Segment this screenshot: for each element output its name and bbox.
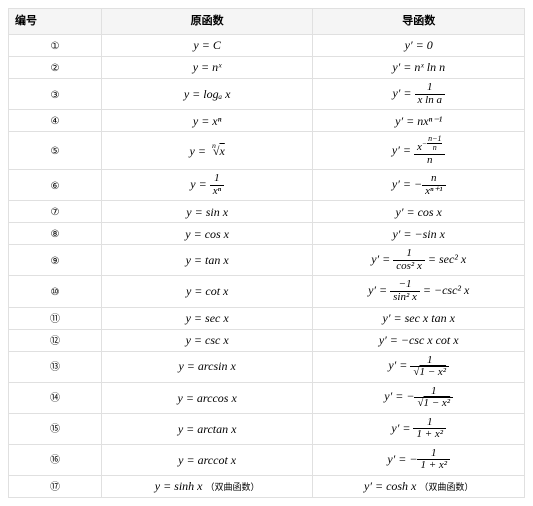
header-derivative: 导函数 bbox=[313, 9, 525, 35]
table-row: ⑦y = sin xy′ = cos x bbox=[9, 201, 525, 223]
derivative-function: y′ = 11 + x² bbox=[313, 413, 525, 444]
row-index: ⑤ bbox=[9, 132, 102, 170]
derivative-function: y′ = nxⁿ⁻¹ bbox=[313, 110, 525, 132]
original-function: y = arccot x bbox=[101, 444, 313, 475]
derivative-function: y′ = x−n−1nn bbox=[313, 132, 525, 170]
row-index: ⑪ bbox=[9, 307, 102, 329]
original-function: y = arcsin x bbox=[101, 351, 313, 382]
original-function: y = xⁿ bbox=[101, 110, 313, 132]
row-index: ⑦ bbox=[9, 201, 102, 223]
derivative-function: y′ = −csc x cot x bbox=[313, 329, 525, 351]
derivative-function: y′ = cos x bbox=[313, 201, 525, 223]
original-function: y = arccos x bbox=[101, 382, 313, 413]
table-row: ②y = nˣy′ = nˣ ln n bbox=[9, 57, 525, 79]
table-row: ⑰y = sinh x （双曲函数）y′ = cosh x （双曲函数） bbox=[9, 475, 525, 497]
table-row: ⑤y = n√xy′ = x−n−1nn bbox=[9, 132, 525, 170]
header-function: 原函数 bbox=[101, 9, 313, 35]
row-index: ⑧ bbox=[9, 223, 102, 245]
row-index: ⑮ bbox=[9, 413, 102, 444]
header-index: 编号 bbox=[9, 9, 102, 35]
derivative-table: 编号 原函数 导函数 ①y = Cy′ = 0②y = nˣy′ = nˣ ln… bbox=[8, 8, 525, 498]
row-index: ⑩ bbox=[9, 276, 102, 307]
derivative-function: y′ = 0 bbox=[313, 35, 525, 57]
table-row: ①y = Cy′ = 0 bbox=[9, 35, 525, 57]
table-row: ⑨y = tan xy′ = 1cos² x = sec² x bbox=[9, 245, 525, 276]
original-function: y = sinh x （双曲函数） bbox=[101, 475, 313, 497]
derivative-function: y′ = 1√1 − x² bbox=[313, 351, 525, 382]
derivative-function: y′ = −1sin² x = −csc² x bbox=[313, 276, 525, 307]
table-row: ④y = xⁿy′ = nxⁿ⁻¹ bbox=[9, 110, 525, 132]
derivative-function: y′ = −nxⁿ⁺¹ bbox=[313, 170, 525, 201]
row-index: ⑥ bbox=[9, 170, 102, 201]
row-index: ⑨ bbox=[9, 245, 102, 276]
table-row: ⑩y = cot xy′ = −1sin² x = −csc² x bbox=[9, 276, 525, 307]
derivative-function: y′ = 1cos² x = sec² x bbox=[313, 245, 525, 276]
table-row: ⑬y = arcsin xy′ = 1√1 − x² bbox=[9, 351, 525, 382]
row-index: ⑬ bbox=[9, 351, 102, 382]
row-index: ③ bbox=[9, 79, 102, 110]
table-row: ⑯y = arccot xy′ = −11 + x² bbox=[9, 444, 525, 475]
derivative-function: y′ = 1x ln a bbox=[313, 79, 525, 110]
original-function: y = cos x bbox=[101, 223, 313, 245]
table-row: ⑫y = csc xy′ = −csc x cot x bbox=[9, 329, 525, 351]
row-index: ⑭ bbox=[9, 382, 102, 413]
row-index: ⑯ bbox=[9, 444, 102, 475]
original-function: y = logₐ x bbox=[101, 79, 313, 110]
original-function: y = 1xⁿ bbox=[101, 170, 313, 201]
derivative-function: y′ = −sin x bbox=[313, 223, 525, 245]
derivative-function: y′ = sec x tan x bbox=[313, 307, 525, 329]
table-row: ⑮y = arctan xy′ = 11 + x² bbox=[9, 413, 525, 444]
derivative-function: y′ = −1√1 − x² bbox=[313, 382, 525, 413]
row-index: ⑫ bbox=[9, 329, 102, 351]
row-index: ④ bbox=[9, 110, 102, 132]
table-row: ⑧y = cos xy′ = −sin x bbox=[9, 223, 525, 245]
original-function: y = C bbox=[101, 35, 313, 57]
row-index: ② bbox=[9, 57, 102, 79]
original-function: y = nˣ bbox=[101, 57, 313, 79]
table-row: ③y = logₐ xy′ = 1x ln a bbox=[9, 79, 525, 110]
original-function: y = cot x bbox=[101, 276, 313, 307]
row-index: ⑰ bbox=[9, 475, 102, 497]
derivative-function: y′ = nˣ ln n bbox=[313, 57, 525, 79]
table-row: ⑭y = arccos xy′ = −1√1 − x² bbox=[9, 382, 525, 413]
header-row: 编号 原函数 导函数 bbox=[9, 9, 525, 35]
original-function: y = sec x bbox=[101, 307, 313, 329]
table-row: ⑪y = sec xy′ = sec x tan x bbox=[9, 307, 525, 329]
original-function: y = arctan x bbox=[101, 413, 313, 444]
derivative-function: y′ = −11 + x² bbox=[313, 444, 525, 475]
original-function: y = tan x bbox=[101, 245, 313, 276]
original-function: y = csc x bbox=[101, 329, 313, 351]
derivative-function: y′ = cosh x （双曲函数） bbox=[313, 475, 525, 497]
original-function: y = sin x bbox=[101, 201, 313, 223]
row-index: ① bbox=[9, 35, 102, 57]
table-row: ⑥y = 1xⁿy′ = −nxⁿ⁺¹ bbox=[9, 170, 525, 201]
original-function: y = n√x bbox=[101, 132, 313, 170]
